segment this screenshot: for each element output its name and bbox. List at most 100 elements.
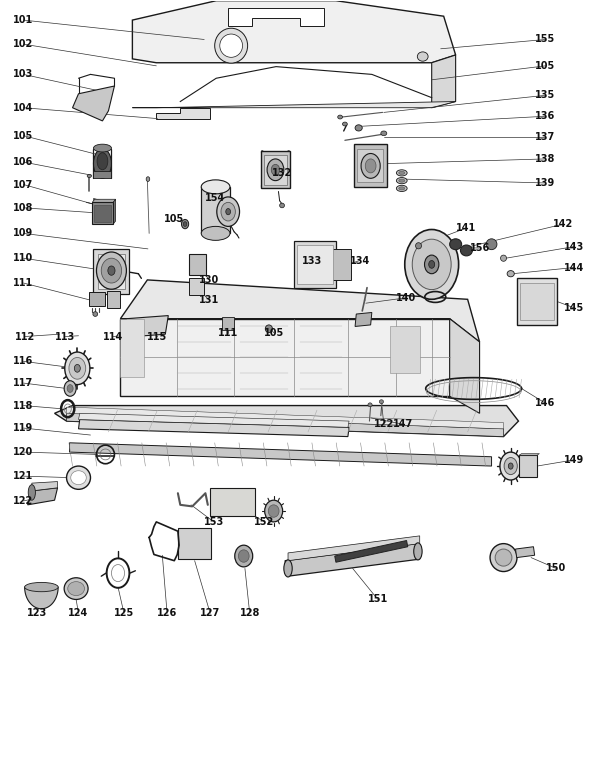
Bar <box>264 155 287 184</box>
Ellipse shape <box>65 352 90 385</box>
Bar <box>98 254 125 289</box>
Bar <box>520 283 554 320</box>
Text: 103: 103 <box>13 69 34 79</box>
Bar <box>178 528 211 559</box>
Ellipse shape <box>399 179 405 182</box>
Text: 111: 111 <box>13 278 34 288</box>
Ellipse shape <box>201 226 230 240</box>
Ellipse shape <box>418 52 428 61</box>
Polygon shape <box>124 315 169 337</box>
Ellipse shape <box>67 466 91 490</box>
Ellipse shape <box>449 239 461 249</box>
Ellipse shape <box>261 184 263 187</box>
Ellipse shape <box>67 385 73 392</box>
Ellipse shape <box>495 549 512 566</box>
Text: 150: 150 <box>546 563 566 573</box>
Text: 117: 117 <box>13 378 34 388</box>
Bar <box>107 291 121 308</box>
Polygon shape <box>70 443 491 466</box>
Text: 125: 125 <box>114 608 134 618</box>
Ellipse shape <box>221 202 235 221</box>
Ellipse shape <box>280 203 284 207</box>
Ellipse shape <box>460 245 472 256</box>
Polygon shape <box>55 406 518 437</box>
Bar <box>358 149 383 182</box>
Text: 112: 112 <box>14 332 35 342</box>
Polygon shape <box>515 547 535 558</box>
Ellipse shape <box>399 172 405 174</box>
Text: 101: 101 <box>13 15 34 25</box>
Text: 154: 154 <box>205 193 225 204</box>
Text: 121: 121 <box>13 471 34 481</box>
Bar <box>324 249 351 280</box>
Ellipse shape <box>226 208 230 214</box>
Ellipse shape <box>28 485 35 500</box>
Text: 105: 105 <box>164 214 184 225</box>
Bar <box>261 152 290 188</box>
Text: 118: 118 <box>13 401 34 410</box>
Text: 105: 105 <box>13 131 34 141</box>
Ellipse shape <box>220 34 242 57</box>
Text: 130: 130 <box>199 275 219 285</box>
Ellipse shape <box>94 145 112 152</box>
Text: 111: 111 <box>218 328 238 338</box>
Ellipse shape <box>217 197 239 226</box>
Ellipse shape <box>338 115 343 119</box>
Text: 102: 102 <box>13 39 34 49</box>
Ellipse shape <box>507 270 514 277</box>
Ellipse shape <box>265 325 272 333</box>
Polygon shape <box>121 319 145 377</box>
Text: 133: 133 <box>302 256 322 266</box>
Bar <box>201 186 230 233</box>
Text: 110: 110 <box>13 253 34 263</box>
Ellipse shape <box>490 544 517 572</box>
Ellipse shape <box>365 159 376 172</box>
Text: 105: 105 <box>263 328 284 338</box>
Text: 113: 113 <box>55 332 76 342</box>
Text: 108: 108 <box>13 203 34 213</box>
Ellipse shape <box>181 219 188 228</box>
Text: 116: 116 <box>13 357 34 366</box>
Text: 135: 135 <box>535 90 556 100</box>
Bar <box>354 145 387 186</box>
Ellipse shape <box>500 255 506 261</box>
Polygon shape <box>67 413 503 437</box>
Polygon shape <box>73 86 115 121</box>
Ellipse shape <box>508 463 513 469</box>
Ellipse shape <box>405 229 458 299</box>
Text: 155: 155 <box>535 34 556 44</box>
Polygon shape <box>449 319 479 413</box>
Polygon shape <box>285 544 420 577</box>
Ellipse shape <box>74 364 80 372</box>
Text: 153: 153 <box>203 517 224 527</box>
Polygon shape <box>288 536 420 561</box>
Ellipse shape <box>355 125 362 131</box>
Text: 132: 132 <box>272 168 292 178</box>
Ellipse shape <box>108 266 115 275</box>
Text: 107: 107 <box>13 179 34 190</box>
Polygon shape <box>67 407 503 429</box>
Text: 126: 126 <box>157 608 177 618</box>
Polygon shape <box>94 198 104 205</box>
Polygon shape <box>79 413 349 427</box>
Text: 149: 149 <box>564 455 584 465</box>
Text: 151: 151 <box>368 594 388 605</box>
Text: 131: 131 <box>199 295 219 305</box>
Ellipse shape <box>500 452 521 480</box>
Bar <box>189 253 206 275</box>
Ellipse shape <box>287 151 290 154</box>
Ellipse shape <box>368 402 372 406</box>
Polygon shape <box>228 9 324 26</box>
Ellipse shape <box>261 151 263 154</box>
Ellipse shape <box>284 560 292 577</box>
Polygon shape <box>335 541 408 563</box>
Bar <box>297 245 333 284</box>
Text: 119: 119 <box>13 423 34 433</box>
Bar <box>92 202 113 224</box>
Ellipse shape <box>25 583 58 592</box>
Polygon shape <box>113 199 116 224</box>
Polygon shape <box>32 482 58 491</box>
Ellipse shape <box>235 545 253 567</box>
Text: 138: 138 <box>535 154 556 164</box>
Text: 122: 122 <box>13 496 34 506</box>
